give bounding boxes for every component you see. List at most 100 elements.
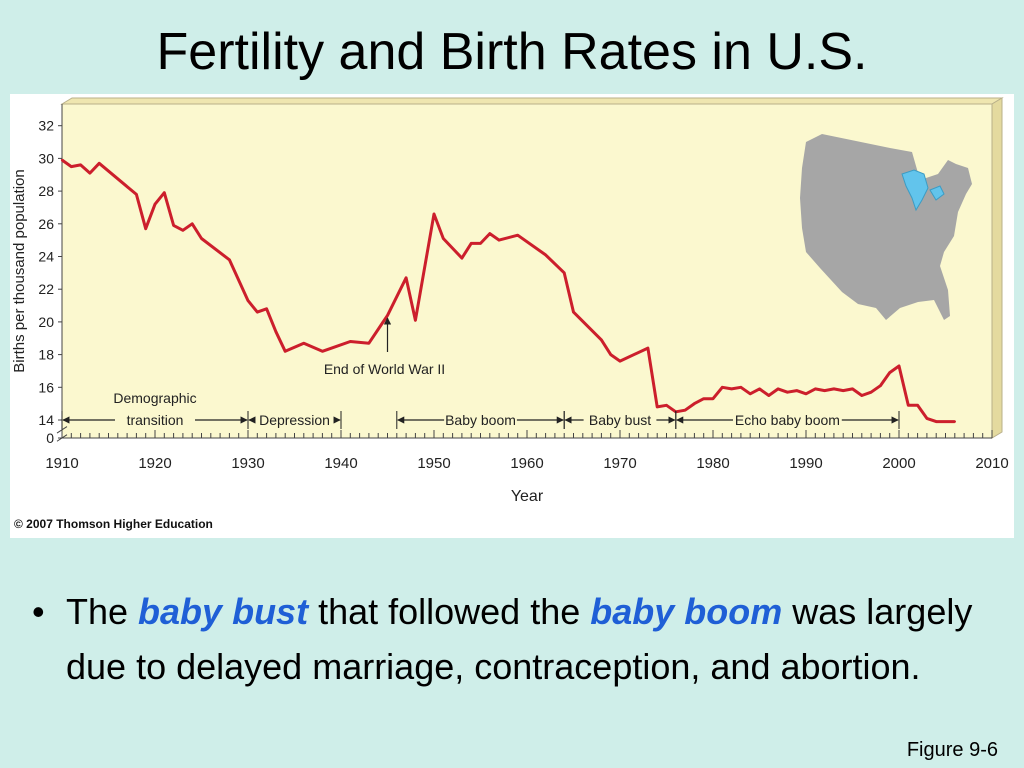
data-point: [953, 420, 956, 423]
figure-panel: 0 14 16 18 20 22 24 26 28 30 32 1910 1920 1930 1940 19…: [10, 94, 1014, 538]
data-point: [860, 394, 863, 397]
birth-rate-line: [61, 158, 955, 424]
bullet-symbol: •: [32, 591, 45, 632]
data-point: [60, 158, 64, 162]
data-point: [135, 193, 138, 196]
x-tick-label: 2000: [882, 455, 915, 472]
era-label-line: Echo baby boom: [735, 412, 840, 428]
data-point: [804, 392, 808, 396]
data-point: [265, 307, 268, 311]
data-point: [832, 387, 836, 391]
x-tick-label: 1980: [696, 455, 729, 472]
x-tick-label: 2010: [975, 455, 1008, 472]
data-point: [907, 404, 910, 407]
data-point: [935, 420, 938, 423]
data-point: [823, 389, 826, 392]
data-point: [600, 338, 603, 342]
era-label: Baby bust: [589, 412, 651, 428]
data-point: [470, 242, 473, 245]
data-point: [284, 350, 287, 353]
y-tick-label: 24: [38, 249, 54, 265]
us-map-shape: [800, 134, 972, 320]
data-point: [916, 404, 919, 407]
era-label: Depression: [259, 412, 330, 428]
figure-caption: Figure 9-6: [906, 739, 998, 761]
data-point: [572, 310, 575, 314]
data-point: [888, 371, 891, 374]
data-point: [479, 242, 482, 245]
y-tick-label: 22: [38, 281, 54, 297]
bullet-text: The baby bust that followed the baby boo…: [66, 584, 996, 694]
data-point: [693, 402, 696, 405]
data-point: [404, 276, 408, 279]
x-axis-label: Year: [511, 488, 544, 505]
data-point: [711, 397, 715, 400]
data-point: [544, 253, 547, 257]
data-point: [386, 314, 389, 317]
data-point: [516, 234, 519, 237]
era-label: Baby boom: [445, 412, 516, 428]
x-tick-label: 1990: [789, 455, 822, 472]
plot-box-top: [60, 97, 1004, 105]
y-tick-label: 14: [38, 412, 54, 428]
data-point: [776, 387, 780, 391]
bullet-text-part: that followed the: [308, 591, 591, 632]
data-point: [646, 346, 650, 350]
data-point: [869, 391, 873, 394]
x-tick-label: 1930: [231, 455, 264, 472]
era-label-line: Baby boom: [445, 412, 516, 428]
data-point: [758, 387, 761, 391]
data-point: [321, 350, 324, 353]
data-point: [349, 340, 352, 343]
data-point: [721, 386, 724, 389]
data-point: [88, 171, 92, 175]
y-tick-label: 18: [38, 347, 54, 363]
data-point: [609, 353, 612, 356]
copyright-text: © 2007 Thomson Higher Education: [14, 517, 213, 531]
y-tick-label: 20: [38, 314, 54, 330]
data-point: [442, 237, 445, 240]
us-map-icon: [800, 134, 972, 320]
data-point: [460, 256, 464, 260]
slide-title: Fertility and Birth Rates in U.S.: [156, 23, 868, 81]
x-tick-label: 1920: [138, 455, 171, 472]
x-tick-label: 1910: [45, 455, 78, 472]
data-point: [786, 391, 789, 394]
bullet-text-part: was largely due to delayed marriage, con…: [66, 591, 973, 687]
era-label-line: Depression: [259, 412, 330, 428]
end-of-war-label: End of World War II: [324, 361, 445, 377]
data-point: [172, 224, 175, 227]
x-tick-label: 1960: [510, 455, 543, 472]
data-point: [414, 319, 417, 322]
era-label-line: Baby bust: [589, 412, 651, 428]
data-point: [70, 165, 73, 168]
data-point: [618, 359, 622, 363]
x-tick-label: 1950: [417, 455, 450, 472]
data-point: [767, 394, 770, 397]
data-point: [842, 389, 845, 392]
data-point: [79, 163, 82, 167]
data-point: [897, 364, 901, 368]
data-point: [795, 389, 798, 392]
data-point: [563, 271, 566, 275]
data-point: [879, 384, 882, 387]
era-annotations: Demographic transition Depression Baby boom…: [61, 390, 900, 429]
data-point: [851, 387, 854, 391]
data-point: [153, 202, 157, 206]
x-axis: 1910 1920 1930 1940 1950 1960 1970 1980 1990 2000…: [45, 430, 1009, 472]
data-point: [330, 346, 333, 350]
term-baby-boom: baby boom: [590, 591, 783, 632]
data-point: [683, 408, 687, 412]
data-point: [367, 341, 371, 345]
data-point: [228, 258, 231, 261]
data-point: [488, 232, 491, 235]
data-point: [432, 212, 436, 216]
x-tick-label: 1940: [324, 455, 357, 472]
term-baby-bust: baby bust: [138, 591, 309, 632]
x-tick-label: 1970: [603, 455, 636, 472]
data-point: [702, 397, 705, 400]
data-point: [191, 222, 194, 225]
y-tick-label: 16: [38, 379, 54, 395]
data-point: [925, 417, 929, 420]
